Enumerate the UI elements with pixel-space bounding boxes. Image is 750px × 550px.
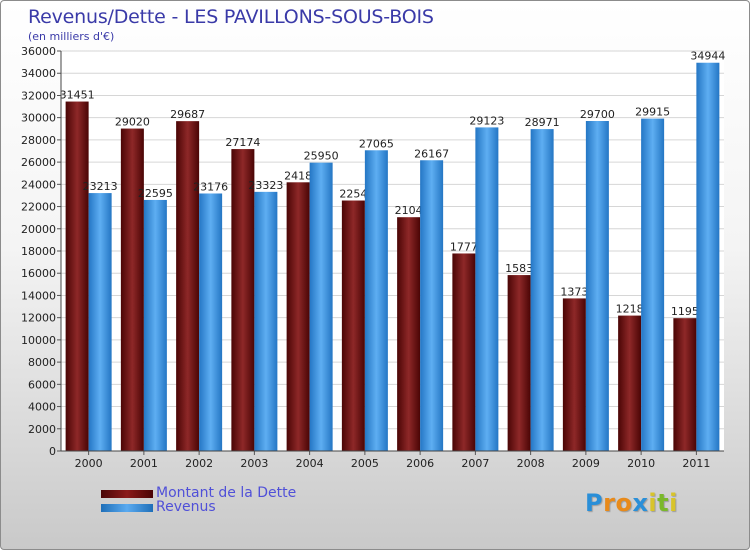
y-tick-label: 22000 — [21, 201, 56, 214]
x-tick-label: 2002 — [185, 457, 213, 470]
logo-letter: o — [615, 489, 633, 517]
y-tick-label: 32000 — [21, 89, 56, 102]
data-label-revenus: 29915 — [635, 106, 670, 119]
data-label-revenus: 22595 — [138, 187, 173, 200]
data-label-dette: 2104 — [395, 204, 423, 217]
y-tick-label: 8000 — [28, 356, 56, 369]
y-tick-label: 26000 — [21, 156, 56, 169]
bar-revenus — [364, 150, 388, 451]
y-tick-label: 10000 — [21, 334, 56, 347]
bar-dette — [562, 298, 586, 451]
data-label-revenus: 23213 — [83, 180, 118, 193]
y-tick-label: 30000 — [21, 112, 56, 125]
y-tick-label: 14000 — [21, 289, 56, 302]
legend-label-dette: Montant de la Dette — [156, 485, 297, 501]
bar-revenus — [475, 127, 499, 452]
y-tick-label: 4000 — [28, 401, 56, 414]
bar-revenus — [199, 193, 223, 451]
data-label-dette: 2254 — [339, 188, 367, 201]
x-tick-label: 2006 — [406, 457, 434, 470]
data-label-dette: 1373 — [560, 285, 588, 298]
bar-revenus — [530, 129, 554, 451]
data-label-revenus: 27065 — [359, 137, 394, 150]
x-tick-label: 2000 — [75, 457, 103, 470]
bar-dette — [452, 253, 476, 451]
logo-letter: P — [585, 489, 604, 517]
data-label-dette: 1218 — [616, 303, 644, 316]
data-label-dette: 2418 — [284, 169, 312, 182]
bar-dette — [65, 101, 89, 452]
bar-revenus — [143, 199, 167, 451]
y-tick-label: 18000 — [21, 245, 56, 258]
y-tick-label: 2000 — [28, 423, 56, 436]
data-label-revenus: 26167 — [414, 147, 449, 160]
bar-dette — [120, 128, 144, 452]
x-tick-label: 2007 — [461, 457, 489, 470]
logo-letter: x — [632, 489, 649, 517]
chart-title: Revenus/Dette - LES PAVILLONS-SOUS-BOIS — [28, 6, 434, 28]
data-label-dette: 29020 — [115, 116, 150, 129]
y-tick-label: 6000 — [28, 378, 56, 391]
data-label-revenus: 23176 — [193, 180, 228, 193]
bar-dette — [507, 275, 531, 451]
data-label-revenus: 34944 — [690, 50, 725, 63]
data-label-dette: 1777 — [450, 240, 478, 253]
logo-letter: i — [648, 489, 658, 517]
data-label-dette: 1583 — [505, 262, 533, 275]
logo-letter: t — [657, 489, 670, 517]
x-tick-label: 2009 — [572, 457, 600, 470]
legend-swatch-revenus — [101, 504, 153, 512]
data-label-revenus: 29700 — [580, 108, 615, 121]
data-label-revenus: 23323 — [248, 179, 283, 192]
bar-dette — [231, 149, 255, 452]
legend-swatch-dette — [101, 490, 153, 498]
bar-dette — [341, 200, 365, 451]
logo-letter: r — [603, 489, 616, 517]
x-tick-label: 2010 — [627, 457, 655, 470]
x-tick-label: 2011 — [682, 457, 710, 470]
y-tick-label: 16000 — [21, 267, 56, 280]
y-tick-label: 28000 — [21, 134, 56, 147]
x-tick-label: 2004 — [296, 457, 324, 470]
bar-dette — [673, 318, 697, 451]
x-tick-label: 2005 — [351, 457, 379, 470]
bar-revenus — [696, 62, 720, 451]
bar-dette — [176, 121, 200, 452]
data-label-revenus: 25950 — [304, 150, 339, 163]
y-tick-label: 0 — [49, 445, 56, 458]
bar-revenus — [585, 121, 609, 451]
logo-letter: i — [669, 489, 678, 517]
x-tick-label: 2003 — [240, 457, 268, 470]
data-label-dette: 29687 — [170, 108, 205, 121]
data-label-dette: 27174 — [225, 136, 260, 149]
bar-dette — [286, 182, 310, 452]
data-label-dette: 1195 — [671, 305, 699, 318]
x-tick-label: 2008 — [517, 457, 545, 470]
bar-revenus — [420, 160, 444, 451]
data-label-revenus: 29123 — [469, 114, 504, 127]
y-tick-label: 34000 — [21, 67, 56, 80]
data-label-dette: 31451 — [60, 89, 95, 102]
chart-subtitle: (en milliers d'€) — [28, 30, 115, 43]
y-tick-label: 12000 — [21, 312, 56, 325]
x-tick-label: 2001 — [130, 457, 158, 470]
bar-revenus — [309, 162, 333, 451]
proxiti-logo: Proxiti — [585, 489, 678, 517]
bar-revenus — [88, 193, 112, 452]
bar-revenus — [254, 191, 278, 451]
y-tick-label: 24000 — [21, 178, 56, 191]
bar-dette — [618, 315, 642, 451]
y-tick-label: 20000 — [21, 223, 56, 236]
bar-revenus — [641, 118, 665, 451]
legend-label-revenus: Revenus — [156, 499, 216, 515]
bar-dette — [397, 217, 421, 451]
y-tick-label: 36000 — [21, 45, 56, 58]
data-label-revenus: 28971 — [525, 116, 560, 129]
